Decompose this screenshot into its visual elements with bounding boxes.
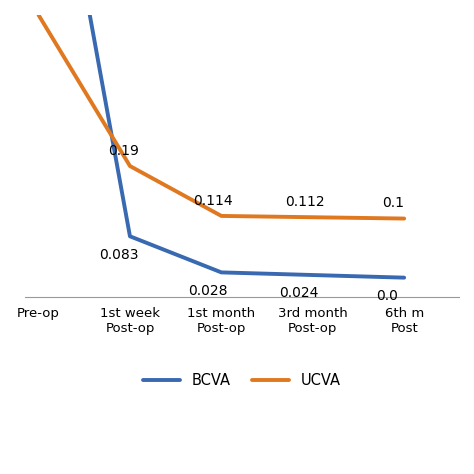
BCVA (401, 275, 407, 281)
UCVA (401, 216, 407, 221)
UCVA (36, 12, 41, 18)
Text: 0.024: 0.024 (279, 286, 319, 300)
UCVA (219, 213, 224, 219)
Text: 0.1: 0.1 (382, 196, 404, 210)
Text: 0.083: 0.083 (100, 247, 139, 262)
Line: BCVA: BCVA (38, 0, 404, 278)
Text: 0.114: 0.114 (193, 194, 233, 208)
UCVA (310, 214, 316, 220)
BCVA (310, 272, 316, 278)
Text: 0.19: 0.19 (108, 144, 138, 158)
UCVA (127, 163, 133, 169)
Legend: BCVA, UCVA: BCVA, UCVA (137, 367, 346, 393)
BCVA (219, 270, 224, 275)
Text: 0.0: 0.0 (376, 289, 398, 303)
Text: 0.112: 0.112 (285, 195, 325, 209)
BCVA (127, 233, 133, 239)
Text: 0.028: 0.028 (188, 283, 228, 298)
Line: UCVA: UCVA (38, 15, 404, 219)
